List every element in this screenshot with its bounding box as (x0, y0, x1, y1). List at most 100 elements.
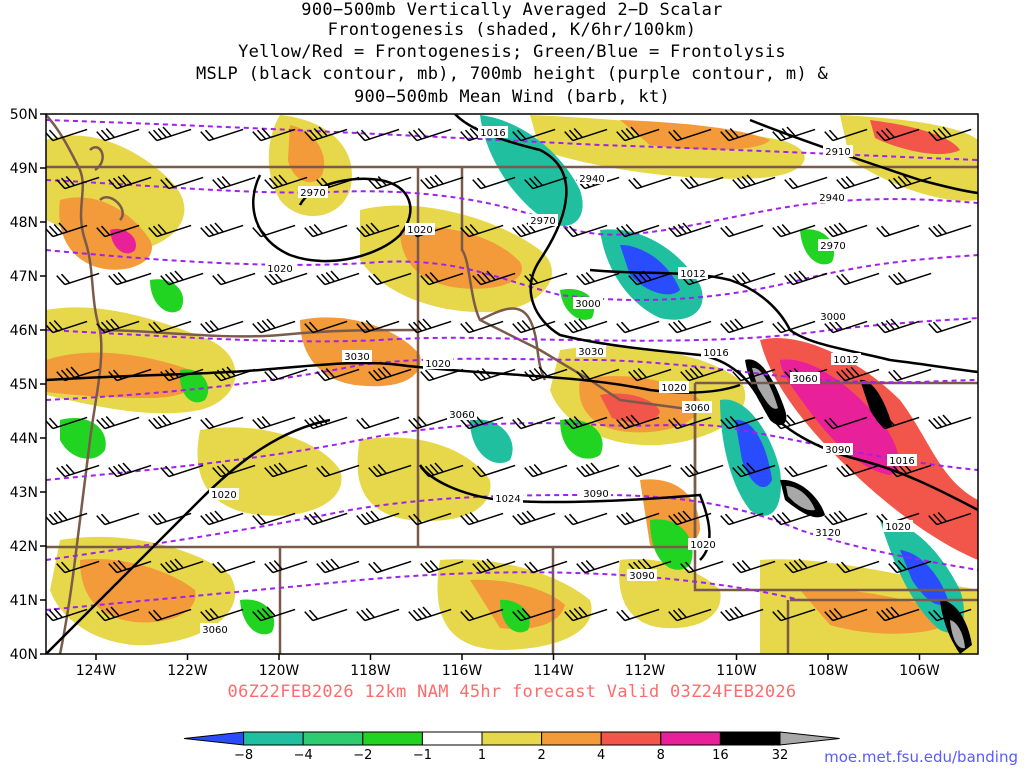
wind-barb (680, 464, 724, 478)
mslp-contour-1020c (418, 464, 711, 561)
title-line-3: Yellow/Red = Frontogenesis; Green/Blue =… (238, 42, 786, 62)
wind-barb (56, 560, 100, 574)
lat-label: 49N (10, 161, 38, 177)
longitude-axis: 124W 122W 120W 118W 116W 114W 112W 110W 108W 106W (76, 654, 940, 679)
wind-barb (576, 272, 620, 286)
coastline (46, 114, 103, 654)
legend-label: 1 (478, 748, 486, 763)
wind-barb (668, 222, 712, 238)
wind-barb (200, 320, 244, 334)
lat-label: 42N (10, 539, 38, 555)
wind-barb (772, 608, 816, 622)
wind-barb (96, 318, 140, 334)
wind-barb (668, 320, 712, 334)
wind-barb (108, 462, 152, 478)
wind-barb (356, 416, 400, 430)
wind-barb (928, 224, 972, 238)
wind-barb (616, 126, 660, 142)
height-label-bg (342, 350, 372, 362)
mslp-label: 1020 (267, 264, 292, 275)
wind-barb (368, 366, 412, 382)
height-contour-3030 (46, 357, 978, 401)
height-contour-3120 (46, 571, 801, 611)
wind-barb (512, 510, 556, 526)
lat-label: 43N (10, 485, 38, 501)
lon-label: 124W (76, 663, 117, 679)
wind-barb (824, 320, 868, 334)
wind-barb (472, 176, 516, 190)
height-label-bg (627, 569, 657, 581)
height-contours (46, 119, 978, 611)
wind-barb (316, 558, 360, 574)
wind-barb (772, 414, 816, 430)
lat-label: 44N (10, 431, 38, 447)
wind-barb (148, 320, 192, 334)
wind-barb (356, 608, 400, 622)
wind-barb (668, 128, 712, 142)
mslp-label: 1020 (661, 383, 686, 394)
idaho-montana-border (460, 167, 697, 547)
legend-label: 8 (657, 748, 665, 763)
wind-barb (524, 366, 568, 382)
wind-barb (836, 272, 880, 286)
wind-barb (368, 272, 412, 286)
wind-barb (576, 462, 620, 478)
legend-box (183, 731, 245, 746)
legend-box (541, 731, 602, 746)
height-label: 3120 (815, 528, 840, 539)
height-label: 3000 (575, 299, 600, 310)
legend-label: 16 (712, 748, 729, 763)
wind-barb (460, 224, 504, 238)
wind-barb (160, 368, 204, 382)
wind-barb (564, 606, 608, 622)
color-legend: −8 −4 −2 −1 1 2 4 8 16 32 (183, 731, 840, 763)
height-label-bg (823, 443, 853, 455)
mslp-labels: 1016 1020 1020 1012 1016 1020 1012 1020 1016 1020… (209, 126, 917, 551)
height-contour-3060 (46, 422, 978, 481)
lon-label: 108W (808, 663, 849, 679)
wind-barb (564, 512, 608, 526)
wind-barb (252, 416, 296, 430)
height-label-bg (200, 623, 230, 635)
wind-barb (96, 224, 140, 238)
wind-barb (512, 416, 556, 430)
wind-barb (304, 512, 348, 526)
legend-box (719, 731, 781, 746)
wind-barb (316, 464, 360, 478)
height-label: 2940 (579, 174, 604, 185)
height-label-bg (581, 487, 611, 499)
credit-link[interactable]: moe.met.fsu.edu/banding (824, 748, 1018, 766)
wind-barb (200, 222, 244, 238)
wind-barb (824, 416, 868, 430)
wind-barb (408, 512, 452, 526)
wind-barb (148, 224, 192, 238)
wind-barb (212, 272, 256, 286)
wind-barb (56, 272, 100, 286)
wind-barb (616, 414, 660, 430)
wind-barb (928, 512, 972, 526)
wind-barb (928, 608, 972, 622)
lon-label: 112W (625, 663, 666, 679)
mslp-label-bg (688, 538, 718, 550)
wind-barb (108, 174, 152, 190)
legend-box (421, 731, 483, 746)
legend-label: −2 (353, 748, 372, 763)
height-label-bg (298, 186, 328, 198)
wind-barb (628, 270, 672, 286)
wind-barb (368, 464, 412, 478)
wind-barb (96, 128, 140, 142)
wind-barb (576, 368, 620, 382)
lon-label: 118W (350, 663, 391, 679)
wind-barb (108, 368, 152, 382)
wind-barb (56, 464, 100, 478)
wind-barb (616, 608, 660, 622)
legend-label: 2 (537, 748, 545, 763)
lon-label: 106W (899, 663, 940, 679)
wind-barb (212, 366, 256, 382)
title-line-2: Frontogenesis (shaded, K/6hr/100km) (327, 20, 697, 40)
wind-barb (472, 464, 516, 478)
wind-barb (304, 320, 348, 334)
mslp-label-bg (493, 492, 523, 504)
mslp-label: 1020 (211, 490, 236, 501)
montana-detail (479, 307, 547, 381)
